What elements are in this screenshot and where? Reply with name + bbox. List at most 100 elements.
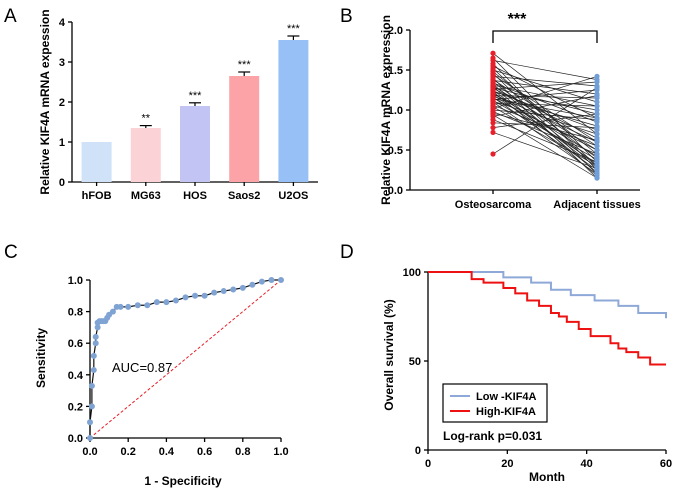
panel-c-ytick-label: 0.2 [68,401,83,413]
panel-a-ytick-label: 4 [59,17,66,29]
panel-b-pair-line [492,104,598,147]
panel-c-ytick-label: 0.0 [68,433,83,445]
panel-a-ytick-label: 3 [59,57,65,69]
panel-d-low-curve [428,271,667,319]
panel-c-ytick-label: 0.6 [68,338,83,350]
panel-d-xtick-label: 60 [660,458,672,470]
panel-c-ytick-label: 1.0 [68,275,83,287]
panel-d-xtick-label: 40 [581,458,593,470]
panel-c-roc-point [87,435,93,441]
panel-d-ytick-label: 50 [409,356,421,368]
panel-d-chart: Overall survival (%) Month Low -KIF4A Hi… [382,267,672,484]
panel-a-ytick-label: 1 [59,137,65,149]
panel-c-xtick-label: 0.2 [121,446,136,458]
panel-c-roc-point [125,303,132,310]
panel-d-logrank-annotation: Log-rank p=0.031 [443,429,542,443]
panel-b-pair-line [492,76,598,109]
panel-a-xtick-label: U2OS [278,190,308,202]
panel-c-roc-point [144,302,151,309]
panel-c-roc-point [90,367,97,374]
panel-a-ylabel: Relative KIF4A mRNA expession [38,9,52,194]
panel-c-xtick-label: 0.8 [235,446,250,458]
panel-b-pair-line [492,109,598,120]
panel-b-pair-line [492,69,598,103]
panel-c-roc-point [249,281,256,288]
panel-c-roc-point [92,340,99,347]
panel-b-adjacent-point [594,107,600,113]
panel-c-roc-point [163,299,170,306]
panel-b-pair-line [492,92,598,111]
panel-b-adjacent-point [594,137,600,143]
panel-a-bar [81,142,112,182]
panel-c-auc-annotation: AUC=0.87 [112,360,172,375]
panel-a-chart: Relative KIF4A mRNA expession 0 1 2 3 4 hFOB *… [38,9,318,202]
panel-b-osteosarcoma-point [490,50,496,56]
panel-a-bar [229,76,260,182]
panel-a-bar [130,128,161,182]
panel-b-pair-line [492,100,598,135]
panel-b-adjacent-point [594,159,600,165]
panel-c-roc-point [182,294,189,301]
panel-c-roc-point [134,302,141,309]
panel-c-roc-point [88,403,95,410]
panel-b-pair-line [492,84,598,107]
panel-a-significance: *** [189,90,203,102]
panel-label-a: A [4,6,17,27]
panel-b-adjacent-point [594,143,600,149]
panel-d-ytick-label: 100 [403,267,421,279]
panel-b-adjacent-point [594,117,600,123]
panel-b-osteosarcoma-point [490,120,496,126]
panel-c-roc-point [109,308,116,315]
panel-c-roc-point [211,289,218,296]
panel-c-xtick-label: 0.6 [197,446,212,458]
panel-b-osteosarcoma-point [490,125,496,131]
panel-b-adjacent-point [594,175,600,181]
panel-d-high-curve [428,271,666,366]
panel-a-bar [278,40,309,182]
panel-c-ytick-label: 0.8 [68,307,83,319]
panel-c-roc-point [239,284,246,291]
panel-b-pair-line [492,72,598,175]
panel-c-roc-point [88,382,95,389]
panel-b-pair-line [492,89,598,100]
panel-b-ylabel: Relative KIF4A mRNA expression [379,15,393,205]
panel-b-pair-line [492,79,598,147]
panel-b-significance-bracket [492,30,598,43]
panel-c-roc-point [94,324,101,331]
panel-c-roc-point [258,278,265,285]
panel-b-ytick-label: 0.0 [388,185,403,197]
panel-c-xtick-label: 1.0 [273,446,288,458]
panel-c-roc-point [90,352,97,359]
panel-a-xtick-label: hFOB [82,190,112,202]
panel-a-significance: *** [287,23,301,35]
panel-b-pair-line [492,98,598,119]
panel-c-xlabel: 1 - Specificity [144,474,222,488]
panel-c-roc-point [153,299,160,306]
panel-b-pair-line [492,81,598,159]
panel-d-legend-box [442,383,548,423]
panel-b-adjacent-point [594,93,600,99]
panel-b-pair-line [492,82,598,123]
panel-b-pair-line [492,87,598,115]
panel-b-pair-line [492,87,598,155]
panel-b-ytick-label: 1.0 [388,105,403,117]
panel-b-chart: Relative KIF4A mRNA expression *** 0.0 0.… [379,11,641,211]
panel-label-d: D [340,242,354,263]
panel-c-reference-line [89,279,282,439]
panel-c-xtick-label: 0.0 [82,446,97,458]
panel-b-pair-line [492,94,598,164]
panel-b-pair-line [492,122,598,128]
panel-d-xtick-label: 0 [425,458,431,470]
panel-b-pair-line [492,106,598,167]
panel-c-roc-point [220,288,227,295]
panel-b-adjacent-point [594,85,600,91]
panel-b-pair-line [492,95,598,99]
panel-b-adjacent-point [594,171,600,177]
panel-b-pair-line [492,96,598,171]
panel-b-adjacent-point [594,111,600,117]
panel-c-ylabel: Sensitivity [34,328,48,388]
legend-high-label: High-KIF4A [476,406,536,418]
panel-c-roc-point [201,292,208,299]
panel-d-xtick-label: 20 [501,458,513,470]
